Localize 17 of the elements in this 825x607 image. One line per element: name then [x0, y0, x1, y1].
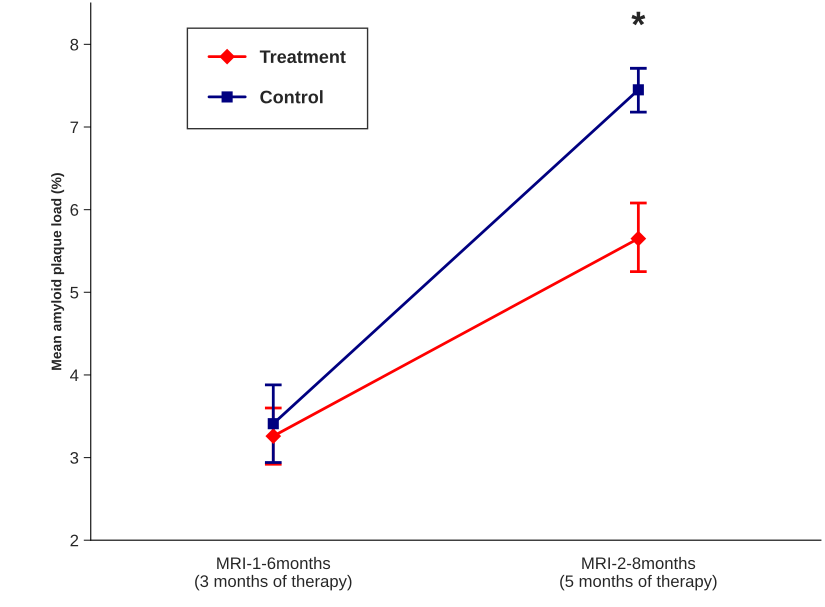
legend-label: Control — [260, 90, 323, 104]
y-tick-label: 8 — [70, 38, 78, 51]
y-tick-label: 2 — [70, 534, 78, 546]
point — [268, 418, 279, 430]
y-tick-label: 3 — [70, 452, 78, 464]
y-tick-label: 4 — [70, 370, 78, 381]
point — [632, 84, 644, 96]
y-tick-label: 6 — [70, 204, 78, 216]
annotation: * — [631, 12, 646, 26]
legend-label: Treatment — [260, 50, 346, 64]
point — [266, 428, 281, 444]
y-tick-label: 7 — [70, 122, 78, 134]
y-axis-title: Mean amyloid plaque load (%) — [51, 173, 64, 370]
x-tick-label: MRI-1-6months (3 months of therapy) — [195, 556, 352, 590]
x-tick-label: MRI-2-8months (5 months of therapy) — [560, 556, 717, 590]
point — [630, 231, 646, 246]
y-tick-label: 5 — [70, 286, 78, 298]
